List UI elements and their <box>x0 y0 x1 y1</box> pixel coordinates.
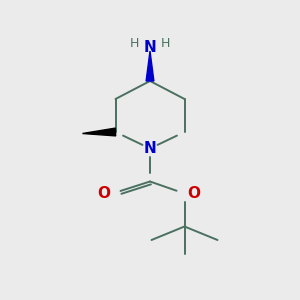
Text: O: O <box>97 186 110 201</box>
Text: H: H <box>161 37 170 50</box>
Text: H: H <box>130 37 139 50</box>
Text: N: N <box>144 141 156 156</box>
Text: O: O <box>187 186 200 201</box>
Polygon shape <box>82 128 116 136</box>
Polygon shape <box>146 51 154 81</box>
Text: N: N <box>144 40 156 56</box>
